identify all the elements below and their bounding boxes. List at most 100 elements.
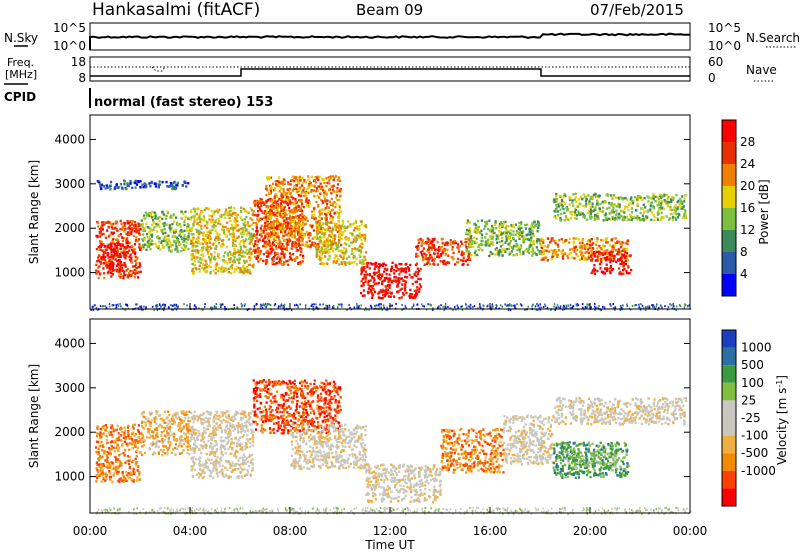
scatter-cell (283, 303, 286, 306)
region-7-cell (396, 285, 399, 288)
region-3-cell (251, 237, 254, 240)
scatter-cell (274, 304, 276, 307)
region-12-cell (577, 213, 580, 216)
region-11-cell (622, 268, 625, 272)
region-7-cell (383, 267, 386, 270)
region-5-cell (334, 190, 337, 194)
region-13-cell (106, 186, 109, 189)
region-4-cell (300, 227, 304, 231)
region-12-cell (681, 202, 684, 205)
region-8-cell (433, 252, 436, 255)
region-10-cell (596, 257, 599, 260)
region-7-cell (393, 276, 396, 279)
scatter-cell (602, 305, 604, 308)
region-8-cell (441, 242, 444, 245)
region-6-cell (359, 244, 362, 248)
region-7-cell (409, 288, 412, 292)
region-5-cell (292, 196, 295, 200)
region-5-cell (297, 204, 300, 208)
region-6-cell (319, 225, 322, 228)
freq-tick-bottom: 8 (78, 71, 86, 85)
scatter-cell (504, 303, 506, 306)
region-0-cell (130, 256, 133, 259)
region-7-cell (361, 266, 364, 269)
region-10-cell (541, 252, 544, 256)
scatter-cell (527, 305, 529, 308)
region-12-cell (577, 210, 580, 213)
region-12-cell (611, 215, 614, 219)
region-6-cell (360, 234, 363, 237)
region-2-cell (184, 210, 187, 213)
scatter-cell (395, 302, 397, 305)
region-10-cell (541, 257, 544, 260)
region-12-cell (635, 197, 638, 200)
region-9-cell (470, 254, 473, 257)
region-10-cell (612, 244, 615, 248)
region-12-cell (623, 216, 627, 219)
region-12-cell (630, 196, 633, 199)
scatter-cell (204, 306, 206, 308)
region-6-cell (342, 254, 346, 257)
region-5-cell (299, 178, 302, 182)
noise-right-label: N.Search (746, 31, 800, 45)
region-10-cell (540, 246, 544, 250)
region-5-cell (268, 228, 271, 231)
region-4-cell (258, 239, 261, 242)
region-3-cell (196, 248, 199, 252)
region-9-cell (532, 252, 535, 255)
region-5-cell (283, 182, 286, 186)
region-9-cell (500, 230, 503, 234)
region-3-cell (220, 267, 223, 270)
region-12-cell (621, 218, 624, 222)
region-11-cell (606, 268, 609, 271)
scatter-cell (368, 308, 370, 311)
region-8-cell (454, 240, 457, 243)
region-6-cell (315, 249, 318, 252)
scatter-cell (456, 304, 458, 307)
region-4-cell (254, 251, 257, 254)
region-3-cell (198, 217, 201, 220)
scatter-cell (240, 302, 243, 305)
region-3-cell (196, 244, 199, 248)
region-7-cell (368, 267, 371, 270)
region-12-cell (595, 217, 598, 220)
region-10-cell (618, 240, 621, 244)
scatter-cell (432, 307, 434, 310)
region-12-cell (652, 207, 655, 210)
region-0-cell (126, 237, 129, 240)
region-13-cell (135, 183, 139, 186)
region-3-cell (225, 234, 228, 237)
region-4-cell (263, 225, 266, 228)
region-5-cell (334, 227, 337, 230)
region-5-cell (324, 207, 327, 210)
region-5-cell (292, 226, 295, 230)
region-12-cell (642, 217, 645, 220)
scatter-cell (195, 307, 197, 310)
region-0-cell (130, 273, 133, 276)
region-8-cell (457, 247, 460, 251)
region-11-cell (625, 269, 628, 273)
scatter-cell (261, 304, 263, 307)
region-2-cell (159, 248, 162, 251)
region-0-cell (106, 221, 109, 224)
scatter-cell (174, 307, 176, 310)
region-0-cell (108, 234, 111, 237)
region-5-cell (335, 211, 338, 214)
region-9-cell (475, 224, 478, 227)
region-3-cell (230, 214, 233, 217)
region-9-cell (509, 245, 512, 248)
region-9-cell (494, 220, 497, 223)
region-5-cell (293, 203, 296, 206)
region-5-cell (299, 209, 302, 212)
region-9-cell (524, 249, 527, 252)
power-colorbar-tick: 28 (740, 135, 755, 149)
region-3-cell (245, 215, 248, 219)
region-3-cell (190, 209, 193, 212)
region-3-cell (194, 240, 198, 244)
region-5-cell (322, 193, 325, 196)
region-2-cell (146, 226, 149, 229)
region-3-cell (190, 239, 193, 242)
region-9-cell (535, 241, 538, 244)
region-5-cell (328, 182, 331, 185)
region-4-cell (280, 252, 283, 255)
